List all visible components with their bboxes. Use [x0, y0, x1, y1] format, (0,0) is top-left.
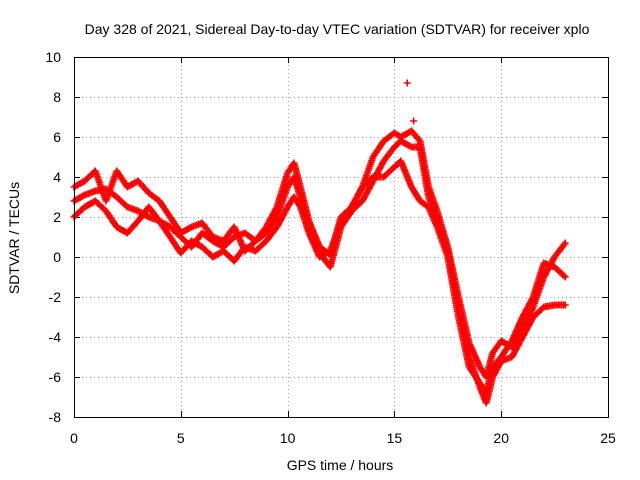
- chart-title: Day 328 of 2021, Sidereal Day-to-day VTE…: [85, 21, 590, 37]
- y-tick-label: -6: [49, 369, 62, 385]
- data-point-series-1: [186, 224, 194, 232]
- y-tick-label: 10: [45, 49, 61, 65]
- data-point-series-3: [560, 272, 568, 280]
- x-tick-label: 20: [493, 430, 509, 446]
- y-tick-label: 4: [53, 169, 61, 185]
- x-tick-label: 15: [387, 430, 403, 446]
- data-point-series-1: [561, 239, 569, 247]
- data-point-series-2: [406, 142, 414, 150]
- y-tick-label: 6: [53, 129, 61, 145]
- y-tick-label: -8: [49, 409, 62, 425]
- plot-frame: [74, 57, 609, 418]
- x-tick-label: 10: [280, 430, 296, 446]
- y-tick-label: 2: [53, 209, 61, 225]
- tick-labels: 0 5 10 15 20 25 -8 -6 -4 -2 0 2 4 6 8 10: [45, 49, 616, 446]
- data-point-series-3: [561, 273, 569, 281]
- x-tick-label: 0: [70, 430, 78, 446]
- grid: [74, 57, 608, 417]
- y-axis-label: SDTVAR / TECUs: [6, 182, 22, 294]
- outlier-point: [403, 79, 411, 87]
- y-tick-label: 8: [53, 89, 61, 105]
- y-tick-label: -2: [49, 289, 62, 305]
- data-points: [70, 79, 569, 407]
- y-tick-label: 0: [53, 249, 61, 265]
- outlier-point: [410, 117, 418, 125]
- x-tick-label: 5: [177, 430, 185, 446]
- x-tick-label: 25: [600, 430, 616, 446]
- y-tick-label: -4: [49, 329, 62, 345]
- x-axis-label: GPS time / hours: [287, 457, 394, 473]
- data-point-series-2: [79, 192, 87, 200]
- data-point-series-2: [561, 301, 569, 309]
